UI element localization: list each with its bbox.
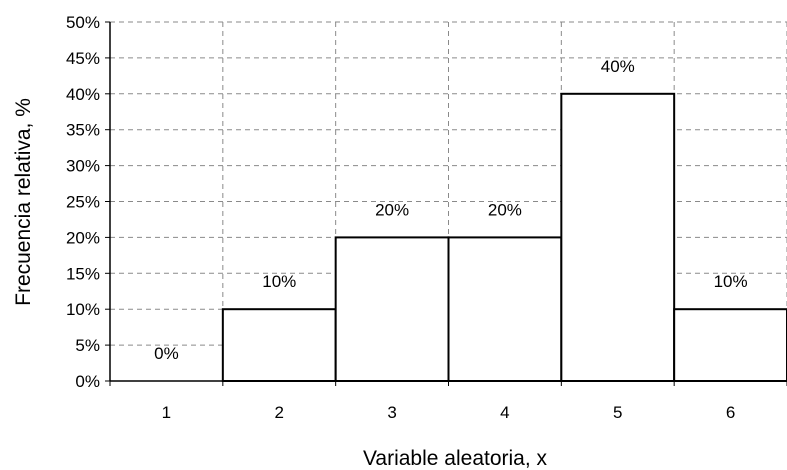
data-label: 10% xyxy=(262,272,296,291)
y-tick-label: 30% xyxy=(66,157,100,176)
bar-4 xyxy=(447,236,563,382)
y-tick-label: 10% xyxy=(66,300,100,319)
x-tick-label: 2 xyxy=(275,403,284,422)
y-tick-label: 50% xyxy=(66,13,100,32)
y-tick-label: 35% xyxy=(66,121,100,140)
x-tick-label: 6 xyxy=(726,403,735,422)
x-tick-label: 1 xyxy=(162,403,171,422)
data-label: 20% xyxy=(488,200,522,219)
data-labels: 0% 10% 20% 20% 40% 10% xyxy=(154,57,747,363)
y-tick-label: 45% xyxy=(66,49,100,68)
y-tick-label: 20% xyxy=(66,228,100,247)
bar-3 xyxy=(334,236,450,382)
bar-2 xyxy=(221,308,337,383)
x-axis-title: Variable aleatoria, x xyxy=(363,447,548,470)
data-label: 0% xyxy=(154,344,179,363)
y-tick-label: 15% xyxy=(66,264,100,283)
y-tick-label: 5% xyxy=(75,336,100,355)
axes xyxy=(105,21,787,386)
y-tick-label: 0% xyxy=(75,372,100,391)
y-tick-label: 40% xyxy=(66,85,100,104)
data-label: 40% xyxy=(601,57,635,76)
x-tick-label: 3 xyxy=(387,403,396,422)
data-label: 20% xyxy=(375,200,409,219)
y-axis-title: Frecuencia relativa, % xyxy=(12,98,35,306)
y-tick-label: 25% xyxy=(66,193,100,212)
data-label: 10% xyxy=(714,272,748,291)
x-tick-labels: 1 2 3 4 5 6 xyxy=(162,403,736,422)
x-tick-label: 4 xyxy=(500,403,509,422)
bar-6 xyxy=(673,308,787,383)
x-tick-label: 5 xyxy=(613,403,622,422)
y-tick-labels: 0% 5% 10% 15% 20% 25% 30% 35% 40% 45% 50% xyxy=(66,13,100,391)
bar-5 xyxy=(560,92,676,383)
bars xyxy=(221,92,787,383)
